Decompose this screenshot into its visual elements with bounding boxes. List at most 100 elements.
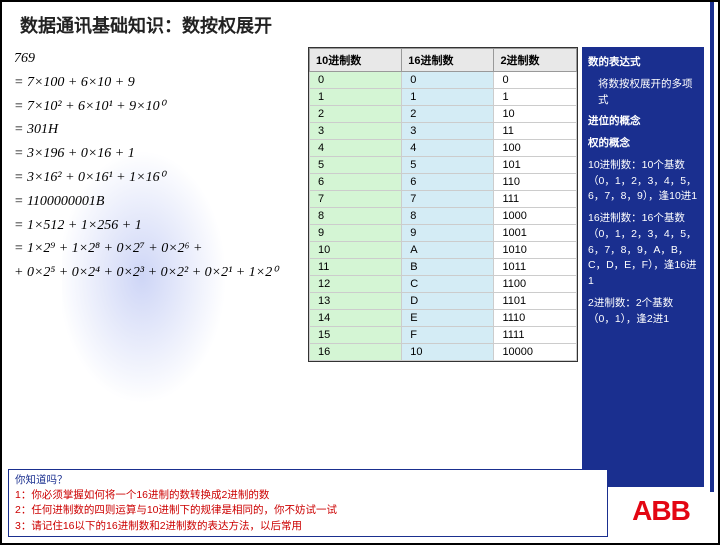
- conversion-table: 10进制数16进制数2进制数 0001112210331144100551016…: [308, 47, 578, 362]
- table-cell: 6: [310, 174, 402, 191]
- table-cell: 3: [402, 123, 494, 140]
- table-cell: B: [402, 259, 494, 276]
- table-cell: 16: [310, 344, 402, 361]
- know-line: 1：你必须掌握如何将一个16进制的数转换成2进制的数: [15, 488, 601, 503]
- table-cell: 10000: [494, 344, 577, 361]
- table-cell: 4: [402, 140, 494, 157]
- table-row: 3311: [310, 123, 577, 140]
- table-cell: E: [402, 310, 494, 327]
- table-cell: 10: [310, 242, 402, 259]
- equation-line: = 1100000001B: [14, 190, 304, 214]
- table-row: 000: [310, 72, 577, 89]
- sidebar-heading: 进位的概念: [588, 114, 698, 130]
- table-cell: 100: [494, 140, 577, 157]
- table-cell: 10: [402, 344, 494, 361]
- table-header: 16进制数: [402, 49, 494, 72]
- table-row: 12C1100: [310, 276, 577, 293]
- content-area: 769= 7×100 + 6×10 + 9= 7×10² + 6×10¹ + 9…: [2, 47, 718, 488]
- bottom-area: 你知道吗？ 1：你必须掌握如何将一个16进制的数转换成2进制的数 2：任何进制数…: [8, 467, 712, 537]
- table-cell: 11: [494, 123, 577, 140]
- sidebar-text: 10进制数：10个基数（0，1，2，3，4，5，6，7，8，9），逢10进1: [588, 158, 698, 205]
- sidebar-heading: 数的表达式: [588, 55, 698, 71]
- table-cell: 13: [310, 293, 402, 310]
- equation-line: = 301H: [14, 118, 304, 142]
- table-cell: 1010: [494, 242, 577, 259]
- table-row: 44100: [310, 140, 577, 157]
- table-header: 10进制数: [310, 49, 402, 72]
- sidebar-text: 将数按权展开的多项式: [588, 77, 698, 109]
- table-cell: 15: [310, 327, 402, 344]
- sidebar-text: 2进制数：2个基数（0，1），逢2进1: [588, 296, 698, 328]
- table-cell: 1: [494, 89, 577, 106]
- table-cell: 1101: [494, 293, 577, 310]
- table-row: 77111: [310, 191, 577, 208]
- table-cell: 2: [402, 106, 494, 123]
- abb-logo: ABB: [616, 491, 706, 531]
- table-row: 991001: [310, 225, 577, 242]
- equations-column: 769= 7×100 + 6×10 + 9= 7×10² + 6×10¹ + 9…: [14, 47, 304, 285]
- sidebar-panel: 数的表达式 将数按权展开的多项式 进位的概念 权的概念 10进制数：10个基数（…: [582, 47, 704, 487]
- equation-line: = 1×2⁹ + 1×2⁸ + 0×2⁷ + 0×2⁶ +: [14, 237, 304, 261]
- table-cell: 1011: [494, 259, 577, 276]
- table-cell: 9: [310, 225, 402, 242]
- table-cell: 0: [494, 72, 577, 89]
- know-line: 2：任何进制数的四则运算与10进制下的规律是相同的，你不妨试一试: [15, 503, 601, 518]
- table-cell: 1100: [494, 276, 577, 293]
- table-row: 14E1110: [310, 310, 577, 327]
- did-you-know-box: 你知道吗？ 1：你必须掌握如何将一个16进制的数转换成2进制的数 2：任何进制数…: [8, 469, 608, 537]
- equation-line: = 1×512 + 1×256 + 1: [14, 214, 304, 238]
- slide-title: 数据通讯基础知识：数按权展开: [20, 12, 272, 38]
- table-cell: D: [402, 293, 494, 310]
- table-cell: 10: [494, 106, 577, 123]
- table-cell: F: [402, 327, 494, 344]
- table-cell: 1001: [494, 225, 577, 242]
- table-cell: 1000: [494, 208, 577, 225]
- equation-line: = 3×196 + 0×16 + 1: [14, 142, 304, 166]
- table-cell: 2: [310, 106, 402, 123]
- sidebar-text: 16进制数：16个基数（0，1，2，3，4，5，6，7，8，9，A，B，C，D，…: [588, 211, 698, 290]
- table-cell: 5: [402, 157, 494, 174]
- table-row: 11B1011: [310, 259, 577, 276]
- table-cell: 111: [494, 191, 577, 208]
- table-cell: 1111: [494, 327, 577, 344]
- table-cell: 3: [310, 123, 402, 140]
- slide: 数据通讯基础知识：数按权展开 769= 7×100 + 6×10 + 9= 7×…: [0, 0, 720, 545]
- table-cell: 8: [402, 208, 494, 225]
- know-line: 3：请记住16以下的16进制数和2进制数的表达方法，以后常用: [15, 519, 601, 534]
- table-cell: 101: [494, 157, 577, 174]
- table-row: 13D1101: [310, 293, 577, 310]
- table-header: 2进制数: [494, 49, 577, 72]
- table-cell: 7: [310, 191, 402, 208]
- table-cell: 14: [310, 310, 402, 327]
- table-cell: 5: [310, 157, 402, 174]
- table-cell: 4: [310, 140, 402, 157]
- table-cell: 7: [402, 191, 494, 208]
- table-row: 55101: [310, 157, 577, 174]
- equation-line: = 3×16² + 0×16¹ + 1×16⁰: [14, 166, 304, 190]
- table-row: 881000: [310, 208, 577, 225]
- table-row: 10A1010: [310, 242, 577, 259]
- table-row: 15F1111: [310, 327, 577, 344]
- equation-line: 769: [14, 47, 304, 71]
- table-row: 161010000: [310, 344, 577, 361]
- equation-line: = 7×100 + 6×10 + 9: [14, 71, 304, 95]
- table-cell: C: [402, 276, 494, 293]
- table-cell: 1: [402, 89, 494, 106]
- sidebar-heading: 权的概念: [588, 136, 698, 152]
- table-cell: 110: [494, 174, 577, 191]
- table-cell: 8: [310, 208, 402, 225]
- table-cell: 9: [402, 225, 494, 242]
- table-row: 111: [310, 89, 577, 106]
- table-cell: 1110: [494, 310, 577, 327]
- table-row: 2210: [310, 106, 577, 123]
- table-cell: 11: [310, 259, 402, 276]
- know-title: 你知道吗？: [15, 473, 601, 488]
- table-row: 66110: [310, 174, 577, 191]
- equation-line: + 0×2⁵ + 0×2⁴ + 0×2³ + 0×2² + 0×2¹ + 1×2…: [14, 261, 304, 285]
- table-cell: 0: [402, 72, 494, 89]
- table-cell: 1: [310, 89, 402, 106]
- table-cell: 12: [310, 276, 402, 293]
- table-cell: A: [402, 242, 494, 259]
- logo-text: ABB: [632, 495, 690, 527]
- table-cell: 6: [402, 174, 494, 191]
